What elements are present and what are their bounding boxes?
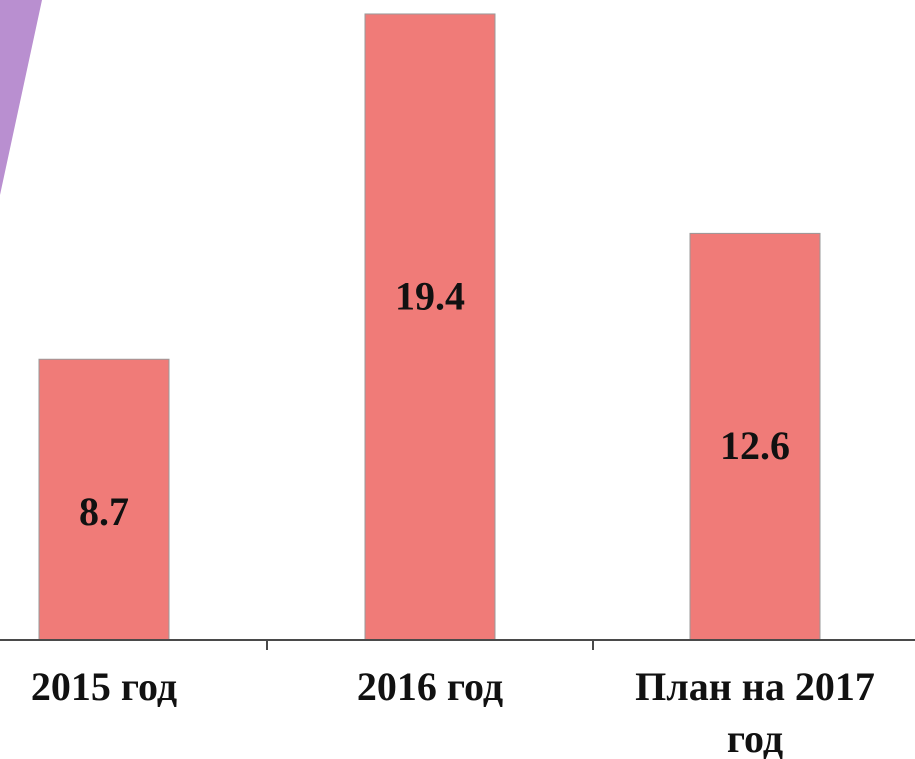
bar — [689, 232, 821, 641]
decorative-purple-shape — [0, 0, 42, 195]
bar-value-label: 19.4 — [395, 274, 465, 319]
x-axis-category-label: 2015 год — [31, 664, 177, 709]
bar — [364, 13, 496, 641]
bar — [38, 358, 170, 641]
bars-group: 8.7 19.4 12.6 — [38, 13, 821, 641]
bar-value-label: 8.7 — [79, 489, 129, 534]
x-axis-labels: 2015 год 2016 год План на 2017 год — [31, 664, 875, 759]
bar-value-label: 12.6 — [720, 423, 790, 468]
x-axis-category-label: План на 2017 год — [635, 664, 875, 759]
x-axis-ticks — [266, 640, 594, 650]
x-axis-category-label: 2016 год — [357, 664, 503, 709]
